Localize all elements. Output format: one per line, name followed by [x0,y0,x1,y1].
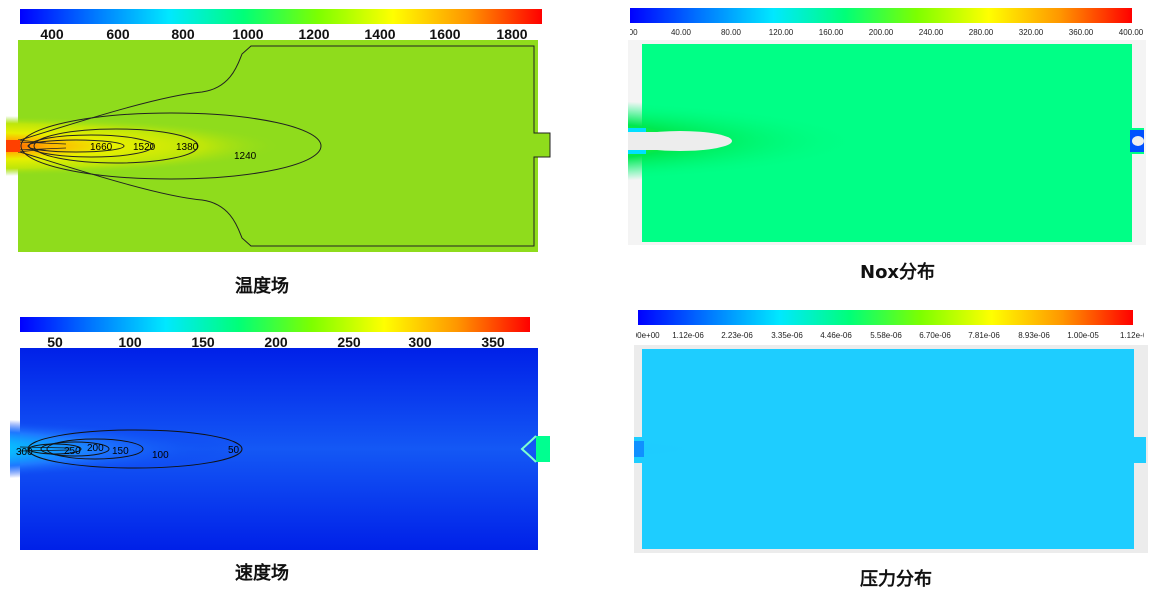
colorbar-tick: 800 [171,26,195,42]
contour-label: 1520 [133,142,156,153]
contour-label: 50 [228,445,240,456]
colorbar-tick: 40.00 [670,28,692,37]
nox-colorbar [630,8,1132,23]
colorbar-tick: 250 [337,334,361,350]
colorbar-tick: 1.12e-05 [1120,331,1152,340]
temperature-field: 1660 1520 1380 1240 [6,40,551,252]
colorbar-tick: 350 [481,334,505,350]
colorbar-tick: 320.00 [1018,28,1044,37]
colorbar-tick: 7.81e-06 [968,331,1000,340]
colorbar-tick: 3.35e-06 [771,331,803,340]
colorbar-tick: 50 [47,334,63,350]
velocity-colorbar [20,317,530,332]
colorbar-tick: 0.00 [622,28,638,37]
colorbar-tick: 100 [118,334,142,350]
colorbar-tick: 240.00 [918,28,944,37]
colorbar-tick: 1000 [232,26,264,42]
temperature-colorbar [20,9,542,24]
colorbar-tick: 300 [408,334,432,350]
colorbar-tick: 200 [264,334,288,350]
colorbar-tick: 1.00e-05 [1067,331,1099,340]
contour-label: 200 [87,443,104,454]
colorbar-tick: 6.70e-06 [919,331,951,340]
colorbar-tick: 0.00e+00 [626,331,660,340]
colorbar-tick: 80.00 [720,28,742,37]
colorbar-tick: 400 [40,26,64,42]
colorbar-tick: 360.00 [1068,28,1094,37]
colorbar-tick: 200.00 [868,28,894,37]
temperature-colorbar-ticks: 400 600 800 1000 1200 1400 1600 1800 [0,26,560,42]
contour-label: 1240 [234,151,257,162]
contour-label: 100 [152,450,169,461]
colorbar-tick: 1.12e-06 [672,331,704,340]
colorbar-tick: 1400 [364,26,396,42]
colorbar-tick: 120.00 [768,28,794,37]
colorbar-tick: 280.00 [968,28,994,37]
colorbar-tick: 1200 [298,26,330,42]
colorbar-tick: 150 [191,334,215,350]
colorbar-tick: 400.00 [1118,28,1144,37]
velocity-caption: 速度场 [235,563,289,584]
pressure-field [634,345,1148,553]
colorbar-tick: 4.46e-06 [820,331,852,340]
pressure-colorbar [638,310,1133,325]
colorbar-tick: 5.58e-06 [870,331,902,340]
contour-label: 1380 [176,142,199,153]
colorbar-tick: 600 [106,26,130,42]
nox-caption: Nox分布 [860,262,936,283]
pressure-caption: 压力分布 [860,569,932,590]
colorbar-tick: 160.00 [818,28,844,37]
colorbar-tick: 8.93e-06 [1018,331,1050,340]
contour-label: 250 [64,446,81,457]
velocity-field: 300 250 200 150 100 50 [10,348,550,550]
colorbar-tick: 2.23e-06 [721,331,753,340]
contour-label: 1660 [90,142,113,153]
colorbar-tick: 1800 [496,26,528,42]
contour-label: 150 [112,446,129,457]
temperature-caption: 温度场 [235,276,289,297]
contour-label: 300 [16,447,33,458]
nox-field [628,40,1146,245]
velocity-colorbar-ticks: 50 100 150 200 250 300 350 [0,334,560,350]
colorbar-tick: 1600 [429,26,461,42]
pressure-colorbar-ticks: 0.00e+00 1.12e-06 2.23e-06 3.35e-06 4.46… [0,331,1160,343]
nox-colorbar-ticks: 0.00 40.00 80.00 120.00 160.00 200.00 24… [0,28,1160,40]
